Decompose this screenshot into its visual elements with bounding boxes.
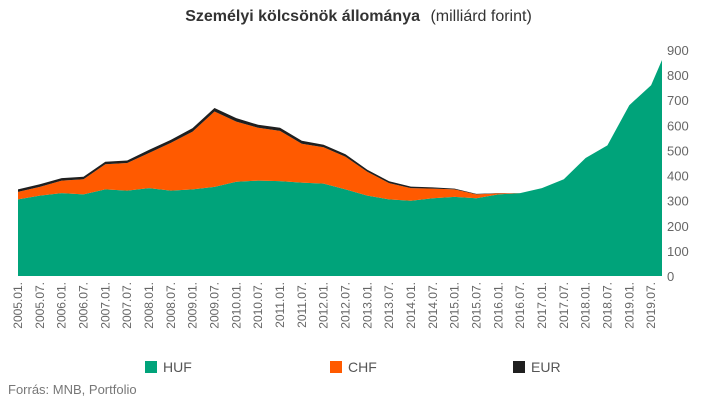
area-series-huf <box>18 60 662 276</box>
chart-title-main: Személyi kölcsönök állománya <box>185 8 420 25</box>
x-tick-label: 2008.07. <box>164 282 178 329</box>
legend-label-huf: HUF <box>163 359 192 375</box>
y-tick-label: 100 <box>667 244 689 259</box>
x-tick-label: 2017.01. <box>535 282 549 329</box>
legend-label-eur: EUR <box>531 359 561 375</box>
y-tick-label: 0 <box>667 269 674 284</box>
y-axis: 0 100 200 300 400 500 600 700 800 900 <box>667 43 689 284</box>
y-tick-label: 500 <box>667 143 689 158</box>
x-tick-label: 2006.07. <box>76 282 90 329</box>
x-tick-label: 2015.07. <box>469 282 483 329</box>
x-tick-label: 2019.01. <box>622 282 636 329</box>
x-tick-label: 2017.07. <box>557 282 571 329</box>
x-tick-label: 2014.01. <box>404 282 418 329</box>
x-tick-label: 2008.01. <box>142 282 156 329</box>
x-tick-label: 2013.07. <box>382 282 396 329</box>
x-tick-label: 2007.01. <box>98 282 112 329</box>
y-tick-label: 200 <box>667 219 689 234</box>
x-tick-label: 2007.07. <box>120 282 134 329</box>
y-tick-label: 800 <box>667 68 689 83</box>
x-tick-label: 2005.07. <box>33 282 47 329</box>
x-tick-label: 2005.01. <box>11 282 25 329</box>
legend-swatch-eur <box>513 361 525 373</box>
x-tick-label: 2009.07. <box>207 282 221 329</box>
x-tick-label: 2011.07. <box>295 282 309 328</box>
x-tick-label: 2018.07. <box>600 282 614 329</box>
chart-unit-label: (milliárd forint) <box>430 8 532 25</box>
x-tick-label: 2006.01. <box>55 282 69 329</box>
source-note: Forrás: MNB, Portfolio <box>8 382 137 397</box>
x-tick-label: 2016.01. <box>491 282 505 329</box>
y-tick-label: 600 <box>667 118 689 133</box>
x-tick-label: 2010.01. <box>229 282 243 329</box>
legend-swatch-chf <box>330 361 342 373</box>
legend-item-huf: HUF <box>145 359 192 375</box>
y-tick-label: 300 <box>667 194 689 209</box>
x-tick-label: 2009.01. <box>186 282 200 329</box>
y-tick-label: 900 <box>667 43 689 58</box>
x-tick-label: 2018.01. <box>579 282 593 329</box>
x-tick-label: 2013.01. <box>360 282 374 329</box>
y-tick-label: 400 <box>667 169 689 184</box>
x-tick-label: 2012.01. <box>317 282 331 329</box>
area-series-chf <box>18 60 662 201</box>
x-tick-label: 2016.07. <box>513 282 527 329</box>
x-tick-label: 2010.07. <box>251 282 265 329</box>
legend-label-chf: CHF <box>348 359 377 375</box>
areas-layer <box>18 60 662 276</box>
y-tick-label: 700 <box>667 93 689 108</box>
x-tick-label: 2019.07. <box>644 282 658 329</box>
x-tick-label: 2011.01. <box>273 282 287 328</box>
legend-item-chf: CHF <box>330 359 377 375</box>
legend-swatch-huf <box>145 361 157 373</box>
x-axis: 2005.01. 2005.07. 2006.01. 2006.07. 2007.01.… <box>11 282 658 329</box>
x-tick-label: 2015.01. <box>448 282 462 329</box>
x-tick-label: 2014.07. <box>426 282 440 329</box>
legend-item-eur: EUR <box>513 359 561 375</box>
x-tick-label: 2012.07. <box>338 282 352 329</box>
chart-title: Személyi kölcsönök állománya (milliárd f… <box>0 8 717 26</box>
